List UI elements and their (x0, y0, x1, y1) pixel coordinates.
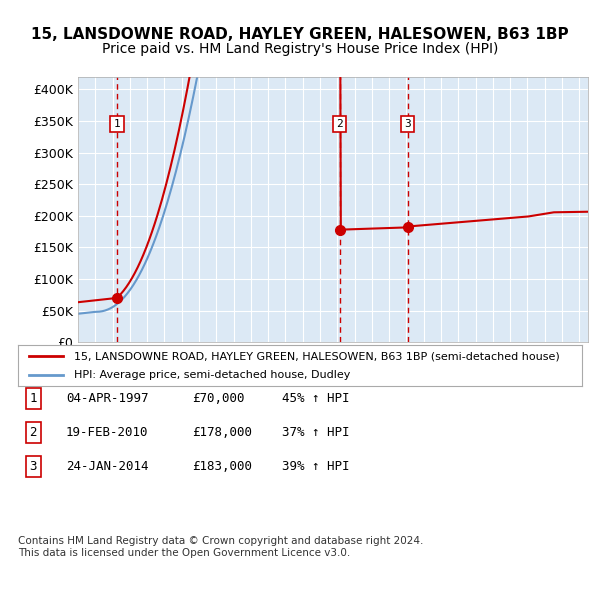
Text: 15, LANSDOWNE ROAD, HAYLEY GREEN, HALESOWEN, B63 1BP: 15, LANSDOWNE ROAD, HAYLEY GREEN, HALESO… (31, 27, 569, 41)
Text: 15, LANSDOWNE ROAD, HAYLEY GREEN, HALESOWEN, B63 1BP (semi-detached house): 15, LANSDOWNE ROAD, HAYLEY GREEN, HALESO… (74, 351, 560, 361)
Text: 24-JAN-2014: 24-JAN-2014 (66, 460, 149, 473)
Text: £70,000: £70,000 (192, 392, 245, 405)
Text: 19-FEB-2010: 19-FEB-2010 (66, 426, 149, 439)
Text: 37% ↑ HPI: 37% ↑ HPI (282, 426, 349, 439)
Text: 1: 1 (113, 119, 120, 129)
Text: 2: 2 (336, 119, 343, 129)
Text: 3: 3 (404, 119, 411, 129)
Text: Contains HM Land Registry data © Crown copyright and database right 2024.
This d: Contains HM Land Registry data © Crown c… (18, 536, 424, 558)
Text: £183,000: £183,000 (192, 460, 252, 473)
Text: 2: 2 (29, 426, 37, 439)
Text: HPI: Average price, semi-detached house, Dudley: HPI: Average price, semi-detached house,… (74, 371, 351, 381)
Text: 04-APR-1997: 04-APR-1997 (66, 392, 149, 405)
Text: Price paid vs. HM Land Registry's House Price Index (HPI): Price paid vs. HM Land Registry's House … (102, 42, 498, 57)
Text: 3: 3 (29, 460, 37, 473)
Text: 45% ↑ HPI: 45% ↑ HPI (282, 392, 349, 405)
Text: £178,000: £178,000 (192, 426, 252, 439)
Text: 1: 1 (29, 392, 37, 405)
Text: 39% ↑ HPI: 39% ↑ HPI (282, 460, 349, 473)
